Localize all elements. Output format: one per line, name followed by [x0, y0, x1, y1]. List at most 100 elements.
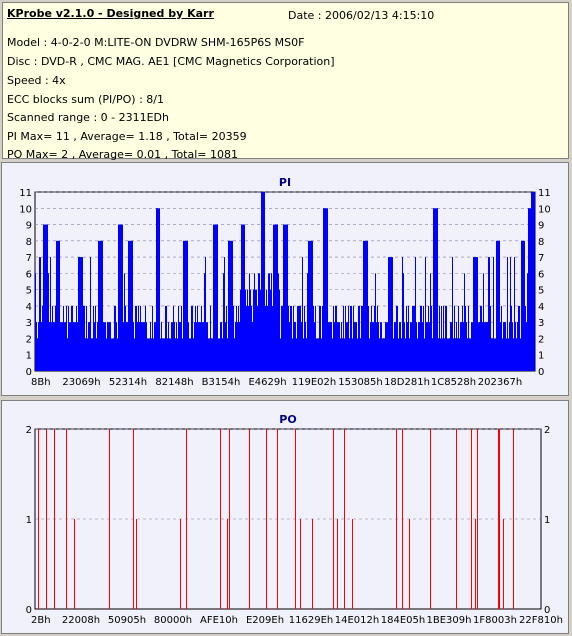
pi-bar — [272, 305, 273, 371]
pi-bar — [60, 322, 61, 371]
pi-bar — [101, 240, 102, 371]
pi-bar — [125, 305, 126, 371]
pi-bar — [79, 257, 80, 371]
pi-bar — [234, 338, 235, 371]
pi-bar — [290, 305, 291, 371]
pi-bar — [312, 240, 313, 371]
x-tick-label: 11629Eh — [289, 615, 333, 626]
pi-bar — [413, 305, 414, 371]
pi-bar — [114, 305, 115, 371]
pi-bar — [324, 208, 325, 371]
pi-bar — [268, 273, 269, 371]
x-tick-label: B3154h — [202, 377, 241, 388]
pi-bar — [395, 322, 396, 371]
pi-bar — [211, 338, 212, 371]
pi-bar — [223, 273, 224, 371]
pi-bar — [301, 322, 302, 371]
y-tick-label-right: 7 — [538, 253, 544, 264]
pi-bar — [295, 322, 296, 371]
pi-bar — [212, 338, 213, 371]
y-tick-label-left: 7 — [26, 253, 32, 264]
pi-bar — [520, 338, 521, 371]
pi-bar — [371, 305, 372, 371]
y-tick-label-left: 1 — [26, 515, 32, 526]
pi-bar — [410, 322, 411, 371]
pi-bar — [453, 338, 454, 371]
pi-bar — [204, 273, 205, 371]
pi-bar — [190, 338, 191, 371]
pi-bar — [319, 305, 320, 371]
pi-bar — [390, 257, 391, 371]
pi-bar — [237, 322, 238, 371]
pi-bar — [87, 338, 88, 371]
pi-bar — [336, 305, 337, 371]
pi-bar — [530, 208, 531, 371]
pi-bar — [164, 338, 165, 371]
pi-bar — [375, 273, 376, 371]
pi-bar — [523, 240, 524, 371]
pi-bar — [115, 305, 116, 371]
pi-bar — [503, 322, 504, 371]
pi-bar — [323, 208, 324, 371]
pi-chart-panel: PI 0 0 1 1 2 2 3 3 4 4 5 5 6 6 7 7 8 8 9 9 10 10 11 11 8Bh 23069h 5… — [1, 162, 569, 396]
y-tick-label-left: 0 — [26, 367, 32, 378]
pi-bar — [511, 305, 512, 371]
pi-bar — [533, 192, 534, 371]
pi-bar — [225, 322, 226, 371]
pi-bar — [451, 322, 452, 371]
pi-bar — [502, 338, 503, 371]
y-tick-label-left: 3 — [26, 318, 32, 329]
y-tick-label-right: 0 — [544, 605, 550, 616]
pi-bar — [163, 338, 164, 371]
pi-bar — [510, 257, 511, 371]
pi-bar — [259, 273, 260, 371]
pi-bar — [294, 322, 295, 371]
pi-bar — [67, 338, 68, 371]
pi-bar — [143, 322, 144, 371]
pi-bar — [499, 240, 500, 371]
pi-bar — [76, 305, 77, 371]
pi-bar — [440, 338, 441, 371]
pi-bar — [205, 257, 206, 371]
pi-bar — [534, 192, 535, 371]
pi-bar — [389, 257, 390, 371]
pi-bar — [208, 338, 209, 371]
pi-bar — [335, 305, 336, 371]
pi-bar — [482, 322, 483, 371]
pi-bar — [299, 305, 300, 371]
pi-bar — [524, 240, 525, 371]
pi-bar — [400, 322, 401, 371]
pi-bar — [422, 322, 423, 371]
pi-bar — [258, 273, 259, 371]
pi-bar — [416, 322, 417, 371]
x-tick-label: 8Bh — [31, 377, 51, 388]
pi-bar — [65, 322, 66, 371]
pi-bar — [302, 257, 303, 371]
x-tick-label: AFE10h — [200, 615, 238, 626]
pi-bar — [202, 322, 203, 371]
pi-bar — [231, 240, 232, 371]
pi-bar — [74, 322, 75, 371]
pi-bar — [479, 322, 480, 371]
pi-bar — [304, 305, 305, 371]
pi-bar — [464, 273, 465, 371]
pi-bar — [39, 257, 40, 371]
pi-bar — [466, 322, 467, 371]
pi-bar — [467, 338, 468, 371]
pi-bar — [180, 322, 181, 371]
pi-bar — [517, 322, 518, 371]
pi-bar — [151, 338, 152, 371]
pi-bar — [441, 305, 442, 371]
pi-bar — [293, 305, 294, 371]
pi-bar — [182, 338, 183, 371]
pi-bar — [474, 257, 475, 371]
pi-bar — [159, 208, 160, 371]
y-tick-label-right: 6 — [538, 269, 544, 280]
pi-bar — [116, 322, 117, 371]
pi-bar — [314, 322, 315, 371]
pi-bar — [72, 305, 73, 371]
pi-bar — [313, 305, 314, 371]
pi-bar — [131, 240, 132, 371]
pi-bar — [481, 305, 482, 371]
pi-bar — [326, 208, 327, 371]
